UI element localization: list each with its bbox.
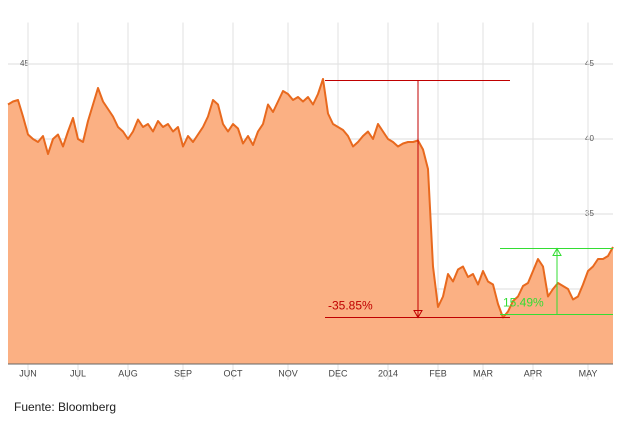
x-tick-label: DEC [328, 368, 348, 378]
x-tick-label: JUL [70, 368, 86, 378]
y-tick-label-right: 35 [585, 209, 594, 218]
x-tick-label: AUG [118, 368, 138, 378]
arrow-head [413, 310, 423, 319]
x-tick-label: NOV [278, 368, 298, 378]
line [7, 78, 614, 319]
x-tick-label: MAR [473, 368, 494, 378]
area [8, 79, 613, 364]
y-tick-label: 45 [20, 59, 29, 68]
annotation-label: 15.49% [503, 296, 544, 310]
x-tick-label: FEB [429, 368, 447, 378]
arrow-head [552, 247, 562, 256]
annotation-label: -35.85% [328, 299, 373, 313]
x-tick-label: APR [524, 368, 543, 378]
source: Fuente: Bloomberg [14, 400, 116, 414]
x-tick-label: OCT [224, 368, 244, 378]
y-tick-label-right: 45 [585, 59, 594, 68]
x-tick-label: JUN [19, 368, 37, 378]
x-tick-label: SEP [174, 368, 192, 378]
x-tick-label: MAY [579, 368, 598, 378]
y-tick-label-right: 40 [585, 134, 594, 143]
x-tick-label: 2014 [378, 368, 398, 378]
